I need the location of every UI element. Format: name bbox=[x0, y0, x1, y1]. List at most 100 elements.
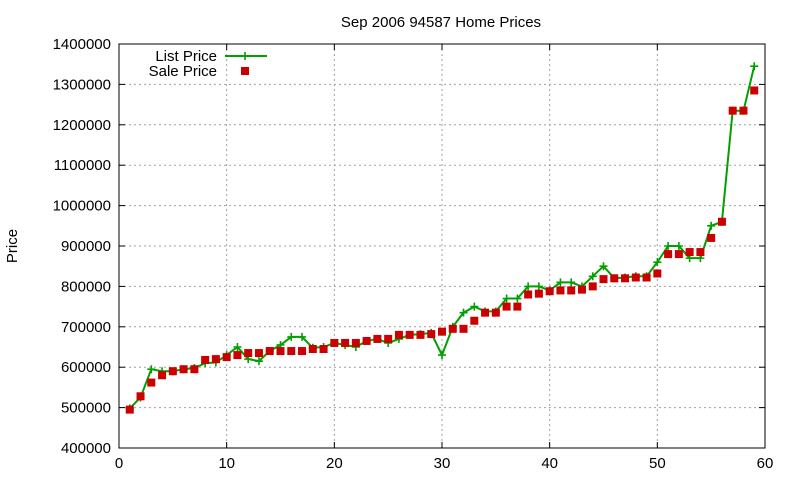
data-point bbox=[513, 302, 522, 311]
chart-title: Sep 2006 94587 Home Prices bbox=[341, 14, 541, 31]
data-point bbox=[502, 302, 511, 311]
data-point bbox=[254, 349, 263, 358]
data-point bbox=[298, 347, 307, 356]
x-tick-label: 30 bbox=[434, 455, 451, 472]
x-tick-label: 60 bbox=[757, 455, 774, 472]
data-point bbox=[513, 294, 522, 303]
data-point bbox=[265, 347, 274, 356]
x-tick-label: 10 bbox=[218, 455, 235, 472]
series-sale-price bbox=[125, 86, 759, 414]
data-point bbox=[653, 258, 662, 267]
data-point bbox=[427, 330, 436, 339]
data-point bbox=[728, 106, 737, 115]
y-tick-label: 700000 bbox=[61, 319, 111, 336]
data-point bbox=[394, 330, 403, 339]
data-point bbox=[588, 272, 597, 281]
data-point bbox=[577, 285, 586, 294]
data-point bbox=[190, 365, 199, 374]
data-point bbox=[244, 349, 253, 358]
y-tick-label: 1200000 bbox=[53, 117, 111, 134]
legend-marker-sale-price bbox=[241, 67, 249, 75]
data-point bbox=[707, 221, 716, 230]
y-tick-label: 1300000 bbox=[53, 76, 111, 93]
data-point bbox=[707, 233, 716, 242]
data-point bbox=[459, 308, 468, 317]
data-point bbox=[448, 324, 457, 333]
data-point bbox=[631, 273, 640, 282]
data-point bbox=[319, 345, 328, 354]
data-point bbox=[287, 347, 296, 356]
x-tick-label: 40 bbox=[541, 455, 558, 472]
data-point bbox=[158, 371, 167, 380]
x-tick-label: 20 bbox=[326, 455, 343, 472]
data-point bbox=[125, 405, 134, 414]
data-point bbox=[610, 274, 619, 283]
data-point bbox=[308, 345, 317, 354]
data-point bbox=[588, 282, 597, 291]
data-point bbox=[567, 278, 576, 287]
data-point bbox=[491, 308, 500, 317]
data-point bbox=[179, 365, 188, 374]
y-tick-label: 1000000 bbox=[53, 198, 111, 215]
data-point bbox=[405, 330, 414, 339]
data-point bbox=[438, 351, 446, 360]
data-point bbox=[674, 242, 683, 250]
data-point bbox=[481, 308, 490, 317]
data-point bbox=[384, 334, 393, 343]
grid-layer bbox=[119, 44, 765, 448]
tick-layer: 0 10 20 30 40 50 60 400000 500000 600000 700000 800… bbox=[53, 36, 774, 472]
data-point bbox=[351, 338, 360, 347]
y-tick-label: 1100000 bbox=[54, 157, 111, 174]
data-point bbox=[599, 275, 608, 284]
data-point bbox=[524, 290, 533, 299]
series-layer bbox=[125, 62, 759, 414]
data-point bbox=[298, 332, 307, 341]
legend-label-list-price: List Price bbox=[155, 48, 217, 65]
data-point bbox=[341, 338, 350, 347]
y-tick-label: 400000 bbox=[61, 440, 111, 457]
data-point bbox=[373, 334, 382, 343]
data-point bbox=[599, 262, 608, 271]
y-tick-label: 900000 bbox=[61, 238, 111, 255]
data-point bbox=[470, 302, 479, 311]
data-point bbox=[233, 343, 242, 351]
x-tick-label: 0 bbox=[115, 455, 123, 472]
data-point bbox=[674, 250, 683, 259]
x-tick-label: 50 bbox=[649, 455, 666, 472]
data-point bbox=[545, 287, 554, 296]
data-point bbox=[739, 106, 748, 115]
data-point bbox=[556, 286, 565, 295]
y-tick-label: 800000 bbox=[61, 278, 111, 295]
data-point bbox=[750, 62, 759, 71]
data-point bbox=[750, 86, 759, 95]
data-point bbox=[534, 282, 543, 291]
y-tick-label: 1400000 bbox=[53, 36, 111, 53]
data-point bbox=[147, 378, 156, 387]
data-point bbox=[664, 242, 673, 250]
data-point bbox=[211, 355, 220, 364]
data-point bbox=[136, 392, 145, 401]
data-point bbox=[362, 336, 371, 345]
data-point bbox=[233, 351, 242, 360]
data-point bbox=[621, 274, 630, 283]
data-point bbox=[168, 367, 177, 376]
data-point bbox=[664, 250, 673, 259]
data-point bbox=[642, 273, 651, 282]
data-point bbox=[330, 338, 339, 347]
data-point bbox=[147, 365, 156, 374]
data-point bbox=[438, 327, 446, 336]
data-point bbox=[470, 316, 479, 325]
data-point bbox=[287, 332, 296, 341]
data-point bbox=[502, 294, 511, 303]
legend-marker-list-price bbox=[241, 52, 249, 60]
data-point bbox=[534, 289, 543, 298]
data-point bbox=[276, 347, 285, 356]
data-point bbox=[696, 248, 705, 257]
legend-label-sale-price: Sale Price bbox=[149, 63, 217, 80]
data-point bbox=[717, 217, 726, 226]
data-point bbox=[567, 286, 576, 295]
y-tick-label: 600000 bbox=[61, 359, 111, 376]
data-point bbox=[459, 324, 468, 333]
data-point bbox=[653, 269, 662, 278]
